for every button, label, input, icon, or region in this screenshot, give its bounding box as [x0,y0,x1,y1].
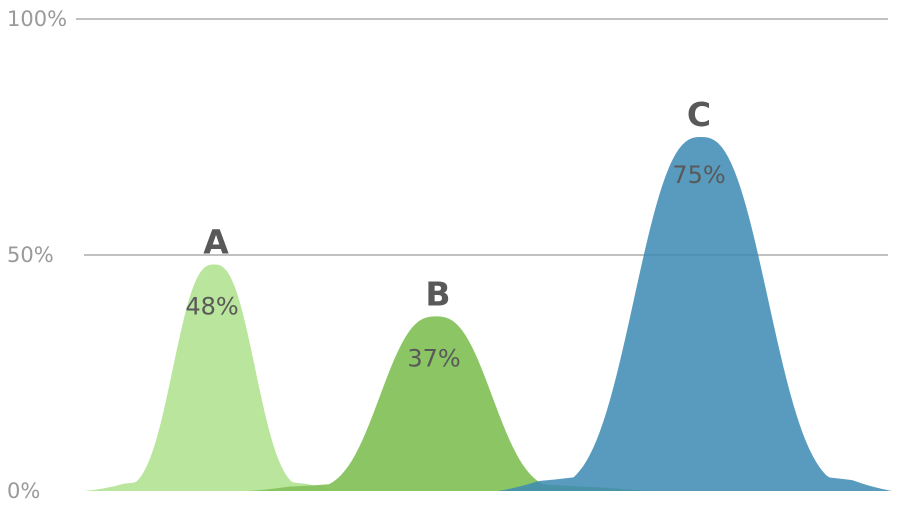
y-tick-label: 50% [7,243,54,267]
series-label-b: B [425,274,450,313]
value-label-c: 75% [672,161,725,189]
value-label-a: 48% [185,292,238,320]
y-tick-label: 0% [7,479,40,503]
value-label-b: 37% [407,344,460,372]
area-series-c [498,137,892,491]
y-tick-label: 100% [7,7,67,31]
series-label-a: A [203,222,229,261]
area-series-a [84,264,348,491]
series-label-c: C [687,95,711,134]
area-series-b [248,316,650,491]
